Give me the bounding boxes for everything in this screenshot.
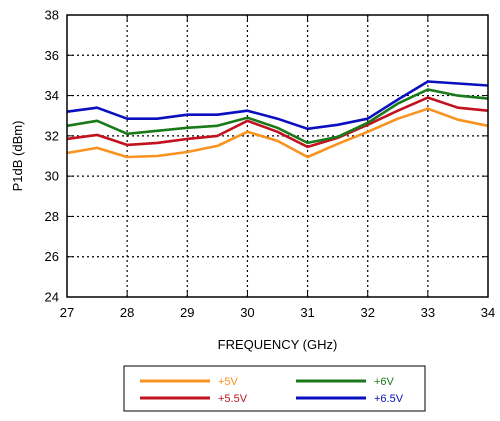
x-tick-labels: 27 28 29 30 31 32 33 34 bbox=[60, 305, 495, 320]
y-tick-label: 32 bbox=[45, 128, 59, 143]
y-tick-label: 28 bbox=[45, 209, 59, 224]
x-tick-label: 33 bbox=[421, 305, 435, 320]
legend-label: +5.5V bbox=[218, 393, 248, 405]
y-tick-label: 34 bbox=[45, 88, 59, 103]
x-tick-label: 28 bbox=[120, 305, 134, 320]
x-tick-label: 29 bbox=[180, 305, 194, 320]
axis-ticks bbox=[66, 14, 489, 298]
series-lines bbox=[66, 80, 489, 159]
legend: +5V +5.5V +6V +6.5V bbox=[123, 365, 426, 412]
legend-label: +6V bbox=[374, 376, 395, 388]
y-tick-label: 30 bbox=[45, 169, 59, 184]
x-tick-label: 32 bbox=[360, 305, 374, 320]
y-tick-label: 38 bbox=[45, 8, 59, 23]
y-tick-labels: 24 26 28 30 32 34 36 38 bbox=[45, 8, 59, 305]
y-tick-label: 36 bbox=[45, 48, 59, 63]
series-line-6-5Vv bbox=[66, 80, 489, 131]
x-tick-label: 27 bbox=[60, 305, 74, 320]
x-tick-label: 34 bbox=[481, 305, 495, 320]
series-line-6Vv bbox=[66, 88, 489, 145]
y-tick-label: 26 bbox=[45, 249, 59, 264]
x-axis-label: FREQUENCY (GHz) bbox=[218, 337, 338, 352]
x-tick-label: 30 bbox=[240, 305, 254, 320]
y-tick-label: 24 bbox=[45, 290, 59, 305]
legend-label: +5V bbox=[218, 376, 239, 388]
series-line-5Vv bbox=[66, 107, 489, 159]
x-tick-label: 31 bbox=[300, 305, 314, 320]
series-line-5-5Vv bbox=[66, 96, 489, 149]
plot-frame bbox=[66, 14, 489, 298]
y-axis-label: P1dB (dBm) bbox=[10, 121, 25, 192]
legend-box bbox=[123, 365, 426, 412]
legend-label: +6.5V bbox=[374, 393, 404, 405]
